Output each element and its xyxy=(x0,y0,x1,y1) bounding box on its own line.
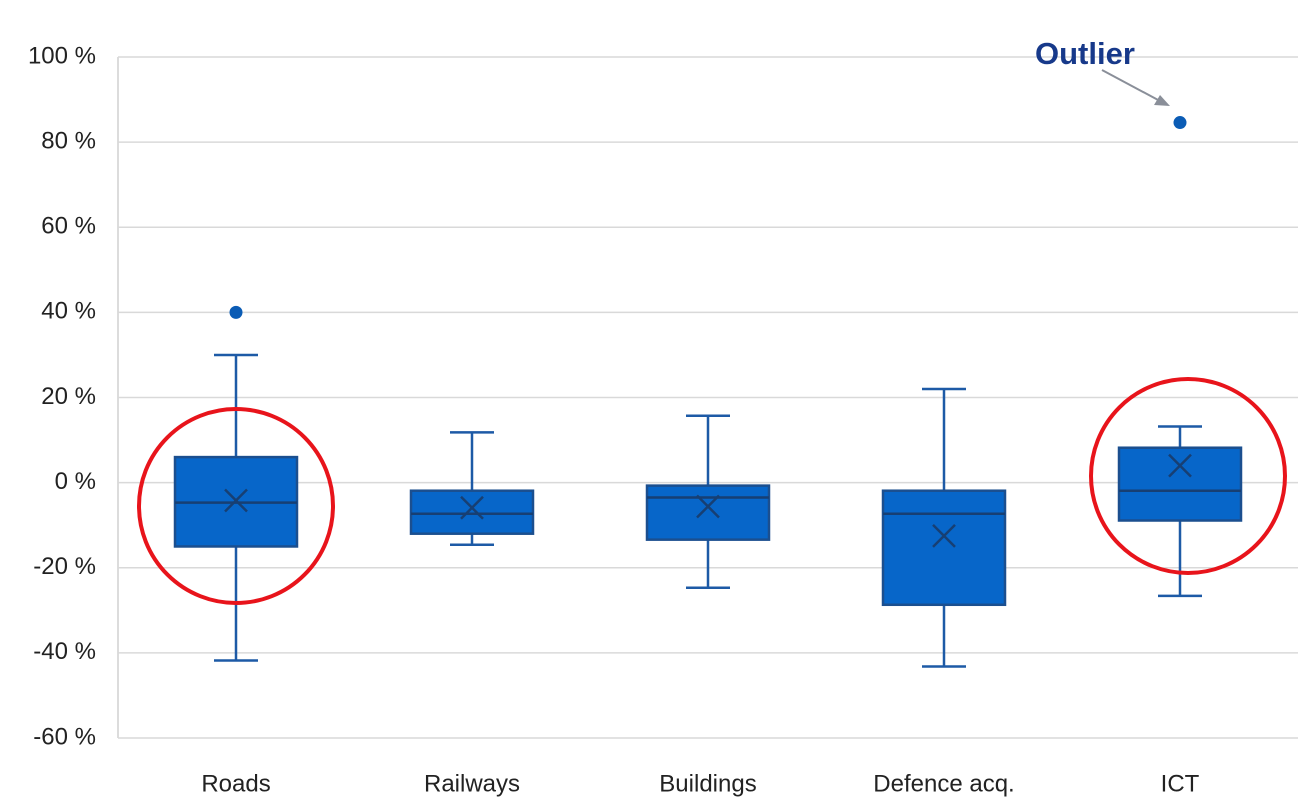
y-tick-label: 60 % xyxy=(41,213,96,240)
y-tick-label: -20 % xyxy=(33,553,96,580)
x-tick-label: Defence acq. xyxy=(873,770,1014,797)
box xyxy=(1117,446,1243,522)
mean-marker xyxy=(460,495,484,520)
y-tick-label: -40 % xyxy=(33,638,96,665)
plot: -60 % -40 % -20 % 0 % 20 % 40 % 60 % 80 % 100 % R… xyxy=(28,42,1298,797)
y-tick-label: 20 % xyxy=(41,383,96,410)
highlight-circle xyxy=(137,407,335,605)
y-tick-label: -60 % xyxy=(33,723,96,750)
mean-marker xyxy=(224,488,248,513)
y-tick-label: 80 % xyxy=(41,127,96,154)
x-tick-label: Buildings xyxy=(659,770,756,797)
outlier xyxy=(229,305,243,319)
outlier xyxy=(1173,116,1187,130)
mean-marker xyxy=(932,523,956,548)
highlight-circle xyxy=(1089,377,1287,575)
x-tick-label: Roads xyxy=(201,770,270,797)
x-tick-label: Railways xyxy=(424,770,520,797)
mean-marker xyxy=(696,494,720,519)
box xyxy=(881,489,1007,607)
annotation: Outlier xyxy=(1035,36,1135,71)
box xyxy=(645,484,771,541)
y-tick-label: 0 % xyxy=(55,468,96,495)
y-tick-label: 100 % xyxy=(28,42,96,69)
y-tick-label: 40 % xyxy=(41,298,96,325)
annotation-arrow xyxy=(1101,69,1161,102)
x-tick-label: ICT xyxy=(1161,770,1200,797)
annotation-arrowhead xyxy=(1154,95,1170,106)
mean-marker xyxy=(1168,453,1192,478)
box xyxy=(409,489,535,535)
